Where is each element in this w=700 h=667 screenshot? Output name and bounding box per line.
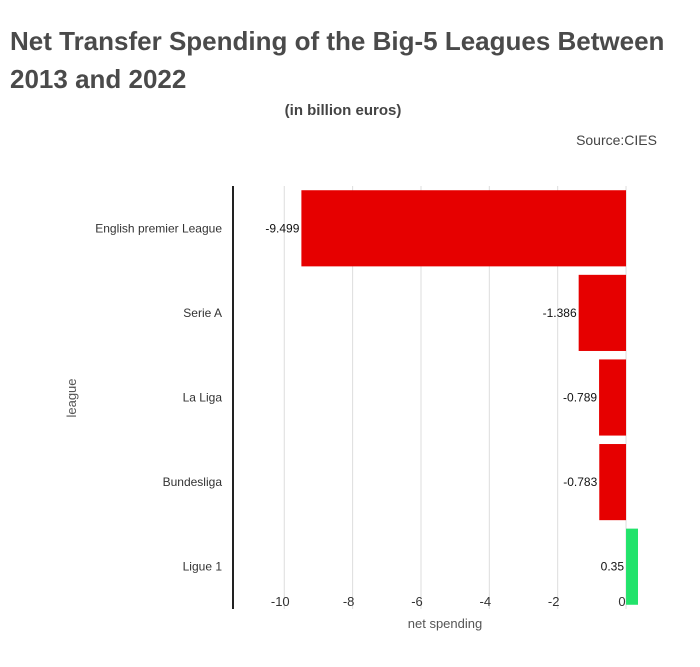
- data-labels: -9.499 -1.386 -0.789 -0.783 0.35: [265, 221, 624, 573]
- data-label: 0.35: [601, 560, 625, 574]
- source-note: Source:CIES: [576, 132, 657, 148]
- data-label: -0.783: [563, 475, 597, 489]
- x-tick-labels: -10 -8 -6 -4 -2 0: [271, 594, 626, 609]
- x-tick-label: -4: [480, 594, 492, 609]
- x-tick-label: -6: [411, 594, 423, 609]
- category-label: Serie A: [183, 306, 222, 320]
- x-axis-title: net spending: [408, 616, 482, 631]
- bar: [626, 528, 638, 605]
- data-label: -1.386: [543, 306, 577, 320]
- bar: [599, 444, 627, 521]
- x-tick-label: -10: [271, 594, 290, 609]
- bar: [599, 359, 627, 436]
- data-label: -0.789: [563, 391, 597, 405]
- category-label: English premier League: [95, 221, 222, 235]
- bar: [578, 274, 627, 351]
- chart-subtitle: (in billion euros): [284, 102, 402, 119]
- category-label: Ligue 1: [183, 560, 223, 574]
- x-tick-label: -2: [548, 594, 560, 609]
- category-label: Bundesliga: [163, 475, 223, 489]
- bars: [301, 190, 638, 605]
- bar: [301, 190, 627, 267]
- x-tick-label: 0: [618, 594, 625, 609]
- y-axis-title: league: [64, 378, 79, 417]
- data-label: -9.499: [265, 221, 299, 235]
- chart-title: Net Transfer Spending of the Big-5 Leagu…: [10, 26, 665, 94]
- category-label: La Liga: [183, 391, 223, 405]
- category-labels: English premier League Serie A La Liga Bund…: [95, 221, 222, 573]
- x-tick-label: -8: [343, 594, 355, 609]
